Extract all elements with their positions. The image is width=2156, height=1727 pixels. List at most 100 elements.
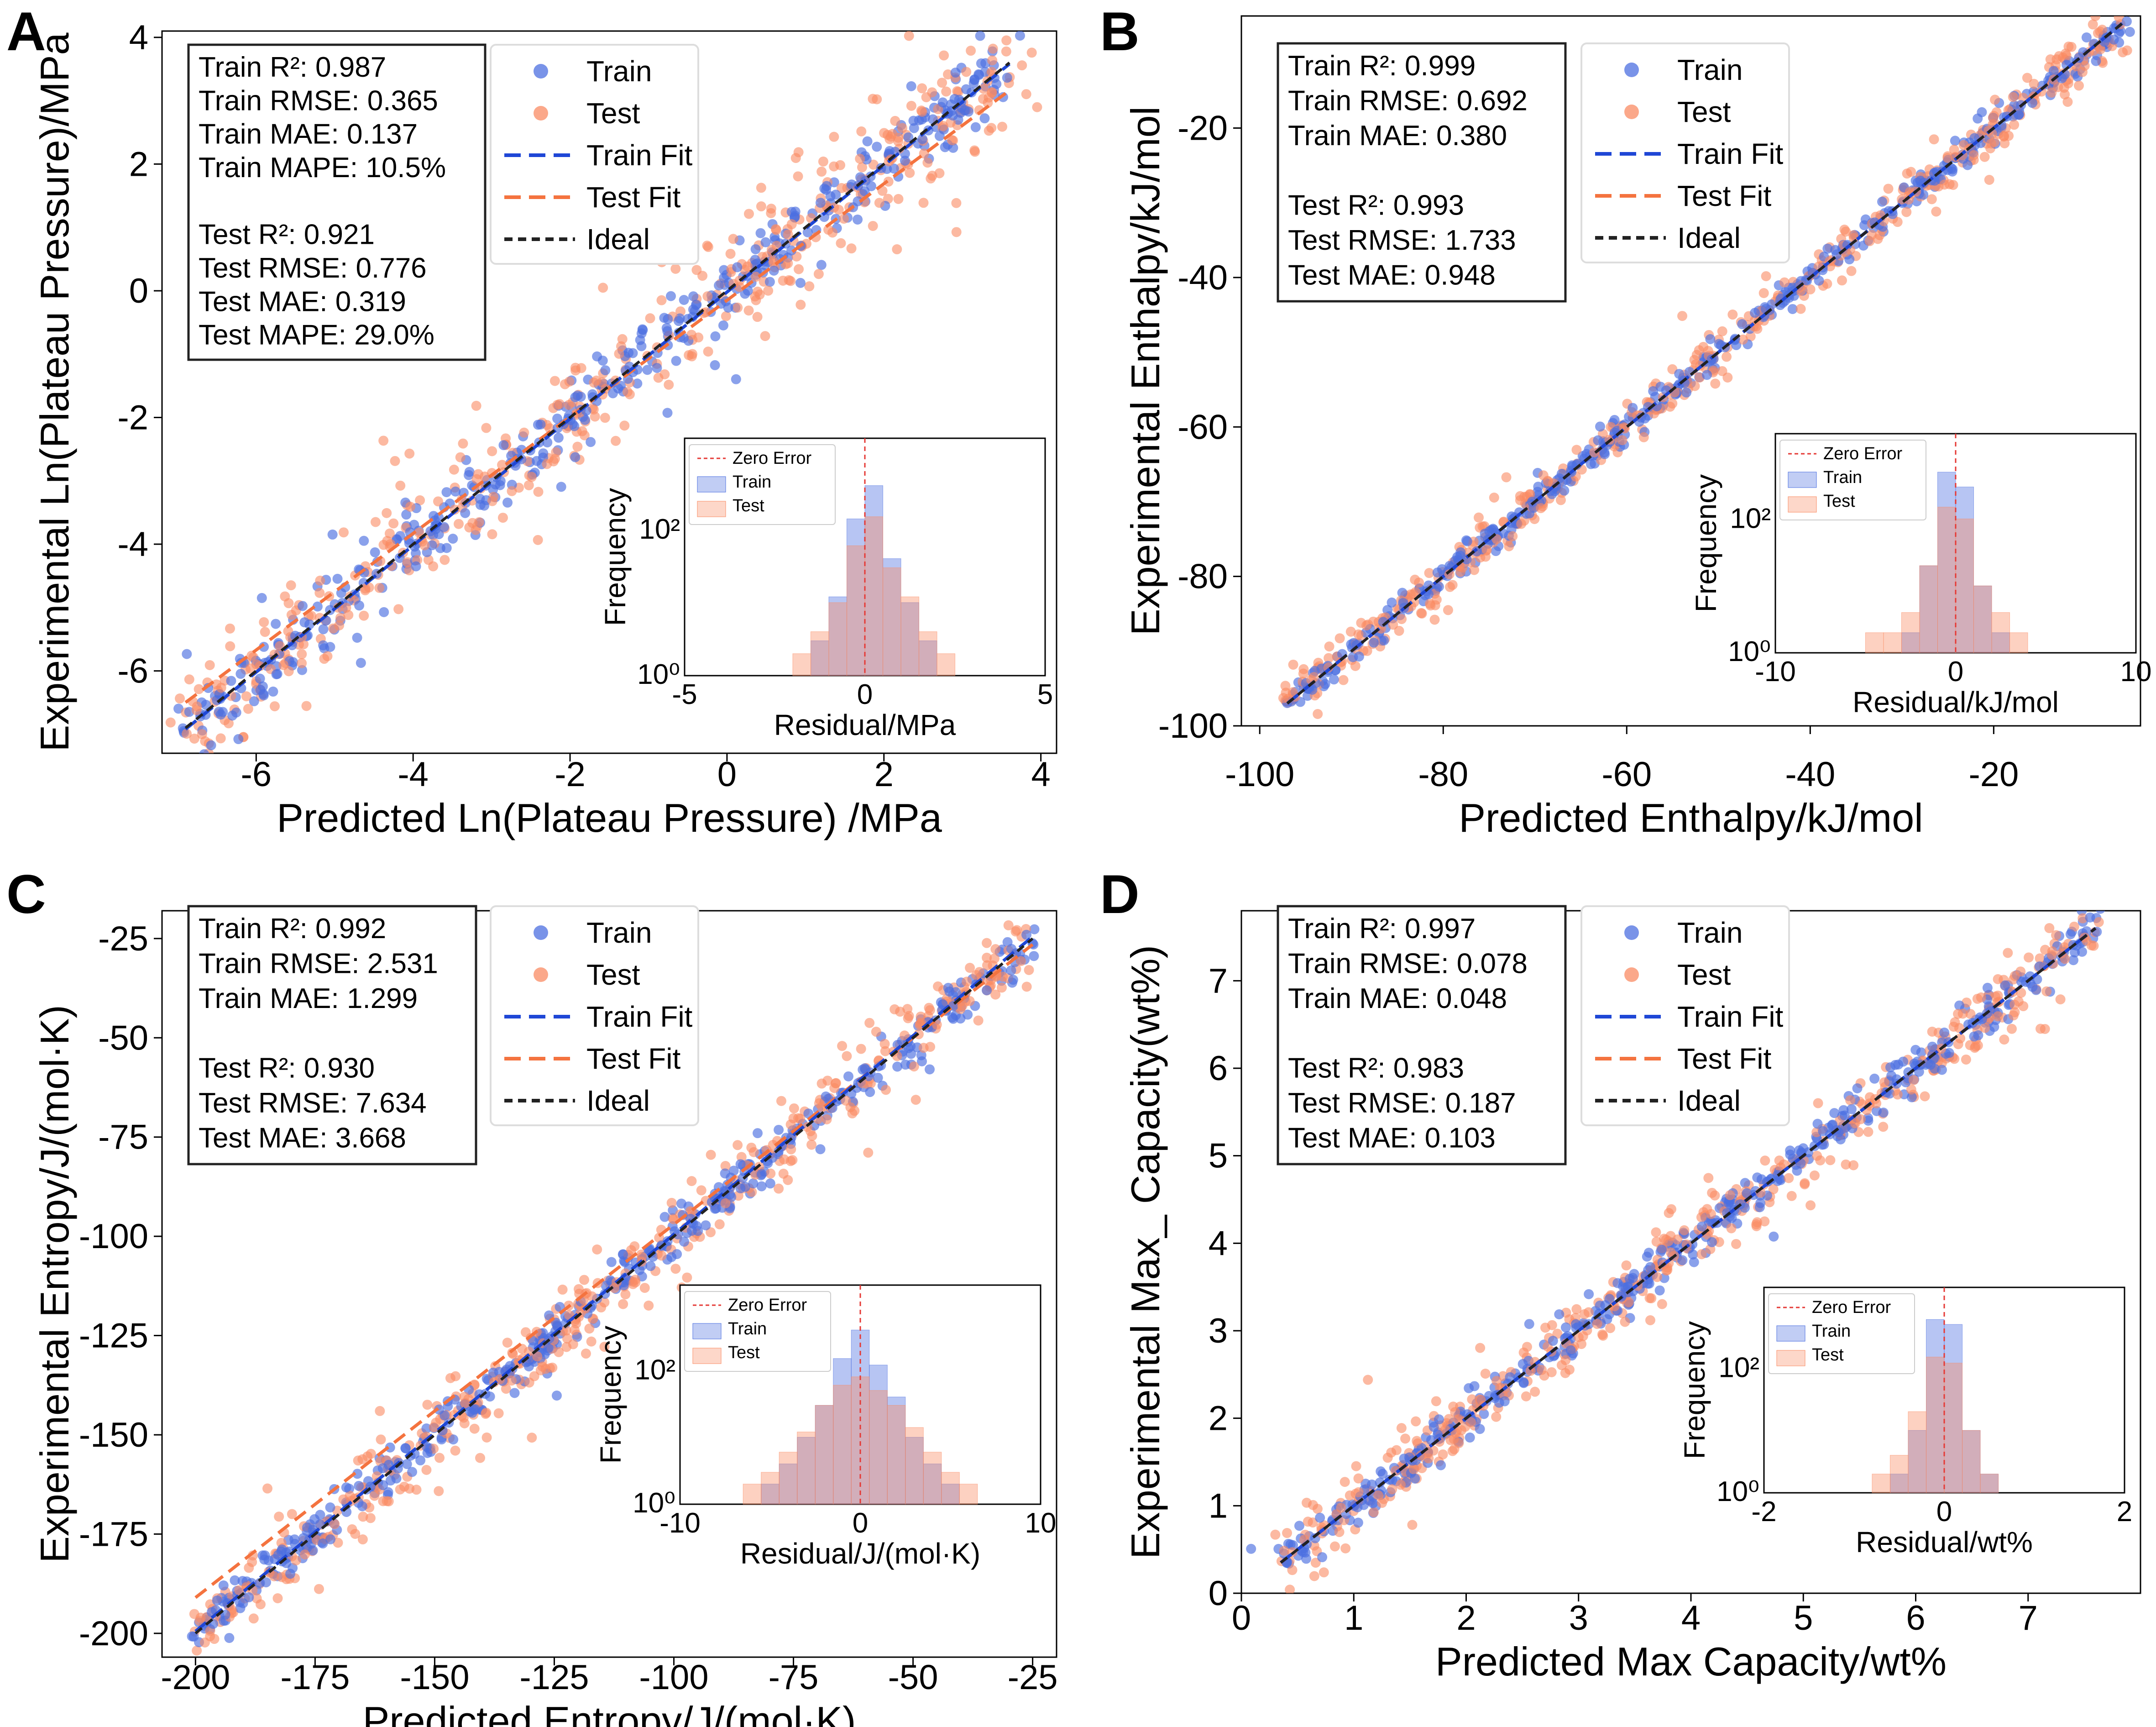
test-point [793, 171, 803, 182]
test-point [1980, 1023, 1990, 1033]
train-point [1315, 1512, 1325, 1523]
test-point [1864, 236, 1875, 247]
train-point [1812, 1118, 1823, 1129]
test-point [1000, 7, 1010, 17]
train-point [1548, 1336, 1558, 1346]
stats-line: Test R²: 0.930 [199, 1053, 375, 1084]
test-point [846, 243, 857, 254]
train-fit-line [194, 935, 1034, 1633]
test-point [1617, 435, 1627, 446]
test-point [445, 1373, 455, 1383]
test-point [1301, 1497, 1312, 1508]
inset-x-label: Residual/MPa [774, 709, 956, 741]
train-point [224, 1633, 235, 1643]
test-point [165, 717, 176, 728]
train-point [498, 440, 509, 451]
y-tick-label: -4 [117, 525, 148, 564]
test-point [502, 1338, 513, 1348]
test-point [1353, 1473, 1364, 1484]
train-point [535, 419, 546, 430]
test-point [205, 1631, 215, 1642]
test-point [941, 86, 952, 97]
train-point [411, 561, 421, 572]
legend-label: Test Fit [1677, 1042, 1771, 1075]
train-point [182, 649, 192, 659]
inset-y-tick-label: 10² [639, 514, 680, 545]
train-point [790, 206, 801, 217]
scatter-points [1278, 5, 2135, 719]
train-point [2085, 912, 2095, 923]
train-point [676, 1198, 687, 1209]
train-hist-bar [779, 1464, 798, 1505]
train-point [934, 131, 945, 141]
test-point [1909, 1075, 1919, 1085]
test-point [2044, 923, 2055, 934]
test-point [1993, 1011, 2003, 1022]
stats-line: Test RMSE: 1.733 [1288, 225, 1516, 256]
test-point [902, 1004, 913, 1014]
y-axis-label: Experimental Entropy/J/(mol·K) [32, 1005, 77, 1563]
stats-line: Test MAE: 0.103 [1288, 1123, 1496, 1154]
train-point [636, 341, 647, 352]
inset-y-tick-label: 10⁰ [1728, 636, 1771, 667]
train-point [2014, 110, 2024, 120]
test-point [922, 157, 933, 168]
test-point [1345, 1490, 1355, 1501]
test-point [1449, 1444, 1460, 1454]
train-point [757, 1169, 767, 1179]
train-point [1939, 1027, 1950, 1038]
train-point [553, 432, 564, 443]
test-point [272, 1593, 283, 1604]
stats-line: Train MAE: 0.137 [199, 119, 418, 150]
test-point [1731, 1239, 1742, 1249]
train-point [1950, 136, 1960, 146]
test-point [2124, 5, 2134, 15]
test-point [814, 1098, 824, 1108]
test-point [378, 1496, 388, 1507]
train-point [769, 265, 779, 276]
test-point [951, 198, 962, 208]
train-point [872, 142, 882, 152]
test-point [1779, 277, 1790, 288]
train-point [1852, 1083, 1863, 1094]
legend-box [1580, 42, 1790, 263]
test-point [962, 976, 972, 987]
train-point [1604, 1294, 1615, 1304]
test-point [1942, 153, 1953, 163]
test-point [1021, 89, 1031, 100]
test-point [1892, 217, 1903, 227]
y-tick-label: 6 [1209, 1049, 1228, 1088]
test-point [497, 513, 508, 523]
train-point [950, 67, 961, 78]
test-hist-bar [797, 1432, 816, 1505]
x-axis-label: Predicted Max Capacity/wt% [1435, 1639, 1947, 1684]
test-point [1416, 608, 1426, 618]
test-point [1391, 1445, 1402, 1455]
test-point [1666, 1204, 1677, 1214]
test-point [600, 413, 610, 423]
train-point [509, 1388, 520, 1398]
test-point [450, 1445, 461, 1456]
test-point [893, 194, 904, 204]
inset-y-tick-label: 10² [634, 1354, 675, 1386]
train-hist-bar [833, 1358, 852, 1505]
train-point [637, 324, 648, 335]
train-point [460, 508, 471, 518]
test-point [474, 517, 484, 527]
train-point [1029, 951, 1039, 961]
train-point [760, 237, 771, 247]
test-point [1407, 1520, 1418, 1530]
test-point [619, 420, 630, 431]
panel-letter-d: D [1100, 864, 1140, 925]
test-point [184, 674, 194, 685]
test-point [370, 517, 381, 527]
train-point [502, 497, 513, 508]
train-point [1702, 370, 1712, 380]
x-tick-label: -175 [280, 1658, 350, 1697]
test-point [1308, 672, 1319, 682]
legend-label: Test [586, 97, 640, 130]
test-point [1324, 653, 1334, 663]
train-point [255, 1578, 265, 1588]
test-point [804, 281, 815, 292]
train-point [1982, 982, 1993, 993]
